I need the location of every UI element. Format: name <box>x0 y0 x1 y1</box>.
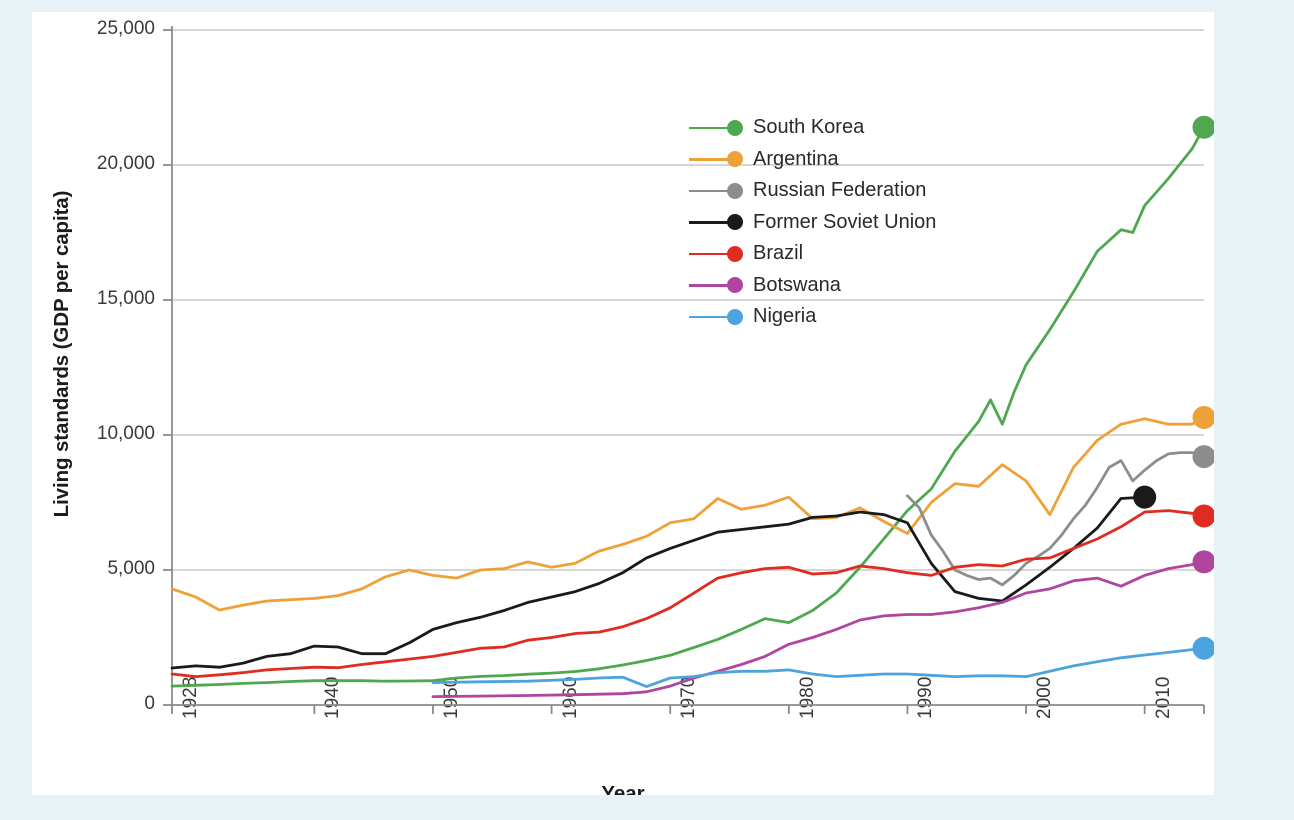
y-tick-label: 0 <box>144 693 155 714</box>
legend-dot-icon <box>727 151 743 168</box>
legend-item-argentina[interactable]: Argentina <box>689 144 936 176</box>
legend-dot-icon <box>727 308 743 325</box>
axis-lines <box>163 26 1205 714</box>
legend-line <box>689 284 729 287</box>
legend-swatch-icon <box>689 214 743 231</box>
figure-card: Living standards (GDP per capita) Year 0… <box>32 12 1214 795</box>
y-tick-label: 20,000 <box>96 153 155 174</box>
legend-swatch-icon <box>689 277 743 294</box>
legend-label: Argentina <box>753 147 839 170</box>
legend-line <box>689 221 729 224</box>
legend-label: Botswana <box>753 273 841 296</box>
legend-label: South Korea <box>753 116 865 139</box>
legend-swatch-icon <box>689 119 743 136</box>
legend-swatch-icon <box>689 151 743 168</box>
legend-swatch-icon <box>689 245 743 262</box>
legend-line <box>689 126 729 130</box>
legend-dot-icon <box>727 214 743 231</box>
legend-line <box>689 315 729 319</box>
legend-line <box>689 189 729 193</box>
legend-label: Former Soviet Union <box>753 210 937 233</box>
legend-dot-icon <box>727 119 743 136</box>
chart-legend: South Korea Argentina Russian Federation Fo… <box>689 112 936 333</box>
line-chart-plot <box>163 26 1214 714</box>
legend-dot-icon <box>727 245 743 262</box>
legend-label: Russian Federation <box>753 179 927 202</box>
legend-item-brazil[interactable]: Brazil <box>689 238 936 270</box>
legend-item-nigeria[interactable]: Nigeria <box>689 301 936 333</box>
data-series <box>170 125 1206 698</box>
legend-label: Brazil <box>753 242 804 265</box>
legend-line <box>689 158 729 161</box>
legend-line <box>689 252 729 256</box>
legend-item-russian-federation[interactable]: Russian Federation <box>689 175 936 207</box>
legend-swatch-icon <box>689 182 743 199</box>
y-tick-label: 15,000 <box>96 288 155 309</box>
y-tick-label: 25,000 <box>96 18 155 39</box>
legend-label: Nigeria <box>753 305 817 328</box>
legend-dot-icon <box>727 182 743 199</box>
legend-item-botswana[interactable]: Botswana <box>689 270 936 302</box>
grid-lines <box>172 29 1204 571</box>
y-tick-label: 5,000 <box>107 558 155 579</box>
legend-dot-icon <box>727 277 743 294</box>
legend-item-south-korea[interactable]: South Korea <box>689 112 936 144</box>
endpoint-markers <box>1133 115 1214 660</box>
legend-swatch-icon <box>689 308 743 325</box>
legend-item-former-soviet-union[interactable]: Former Soviet Union <box>689 207 936 239</box>
x-axis-label: Year <box>601 782 645 795</box>
y-tick-label: 10,000 <box>96 423 155 444</box>
